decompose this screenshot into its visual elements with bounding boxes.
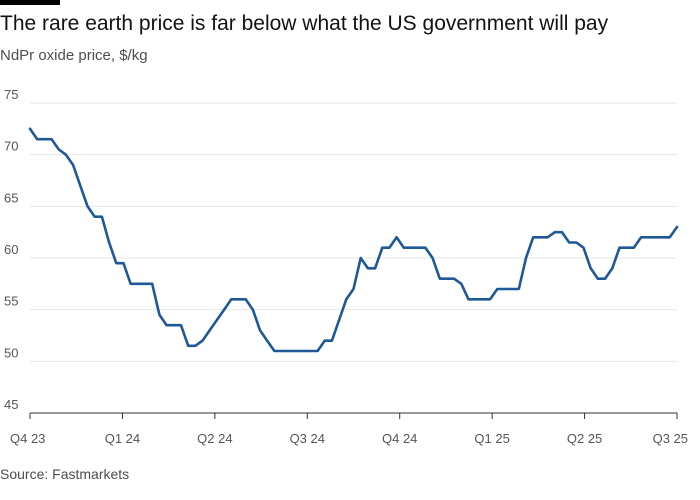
- source-note: Source: Fastmarkets: [0, 466, 130, 482]
- y-tick-label: 60: [4, 242, 18, 257]
- top-rule: [0, 0, 60, 5]
- y-tick-label: 50: [4, 345, 18, 360]
- x-tick-label: Q3 24: [290, 431, 325, 446]
- y-tick-label: 65: [4, 190, 18, 205]
- series-layer: [28, 127, 679, 353]
- x-axis: Q4 23 Q1 24 Q2 24 Q3 24 Q4 24 Q1 25 Q2 25 Q3 25: [10, 412, 688, 446]
- y-axis-labels: 45 50 55 60 65 70 75: [4, 87, 18, 412]
- gridlines: [30, 102, 677, 362]
- y-tick-label: 70: [4, 139, 18, 154]
- x-tick-label: Q2 25: [567, 431, 602, 446]
- x-tick-label: Q4 24: [382, 431, 417, 446]
- x-tick-label: Q1 25: [474, 431, 509, 446]
- x-tick-label: Q1 24: [105, 431, 140, 446]
- price-series-line: [28, 127, 679, 353]
- y-tick-label: 55: [4, 294, 18, 309]
- x-tick-label: Q4 23: [10, 431, 45, 446]
- x-tick-label: Q3 25: [653, 431, 688, 446]
- chart-title: The rare earth price is far below what t…: [0, 12, 609, 35]
- y-tick-label: 45: [4, 397, 18, 412]
- y-tick-label: 75: [4, 87, 18, 102]
- x-tick-label: Q2 24: [197, 431, 232, 446]
- chart-subtitle: NdPr oxide price, $/kg: [0, 47, 148, 64]
